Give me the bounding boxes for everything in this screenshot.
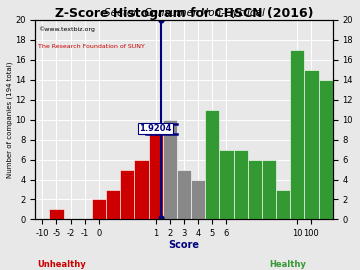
Bar [134, 160, 149, 220]
Text: Healthy: Healthy [270, 260, 306, 269]
Bar [92, 200, 106, 220]
Bar [290, 50, 304, 220]
X-axis label: Score: Score [168, 239, 199, 249]
Text: Sector: Consumer Non-Cyclical: Sector: Consumer Non-Cyclical [104, 8, 264, 18]
Y-axis label: Number of companies (194 total): Number of companies (194 total) [7, 62, 13, 178]
Bar [106, 190, 120, 220]
Bar [276, 190, 290, 220]
Bar [234, 150, 248, 220]
Bar [205, 110, 219, 220]
Bar [49, 210, 63, 220]
Bar [304, 70, 319, 220]
Bar [191, 180, 205, 220]
Bar [262, 160, 276, 220]
Bar [219, 150, 234, 220]
Text: Unhealthy: Unhealthy [37, 260, 86, 269]
Text: The Research Foundation of SUNY: The Research Foundation of SUNY [38, 44, 145, 49]
Text: 1.9204: 1.9204 [139, 124, 172, 133]
Bar [177, 170, 191, 220]
Bar [149, 130, 163, 220]
Title: Z-Score Histogram for CHSCN (2016): Z-Score Histogram for CHSCN (2016) [55, 7, 313, 20]
Bar [120, 170, 134, 220]
Bar [163, 120, 177, 220]
Bar [248, 160, 262, 220]
Text: ©www.textbiz.org: ©www.textbiz.org [38, 26, 95, 32]
Bar [319, 80, 333, 220]
